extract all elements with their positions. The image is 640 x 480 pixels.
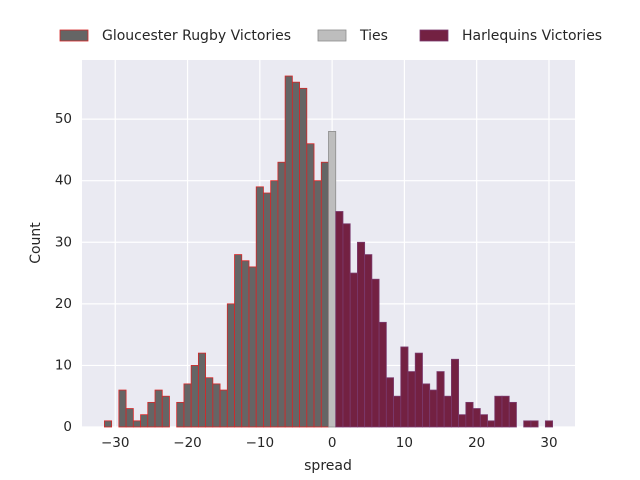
bar	[234, 254, 243, 428]
bar	[436, 371, 445, 428]
x-tick-label: −10	[246, 435, 275, 451]
bar	[422, 383, 431, 428]
bar	[494, 395, 503, 428]
bar	[544, 420, 553, 428]
bar	[378, 321, 387, 428]
bar	[104, 420, 113, 428]
bar	[429, 389, 438, 428]
legend-label: Gloucester Rugby Victories	[102, 28, 291, 44]
bar	[147, 401, 156, 428]
bar	[393, 395, 402, 428]
bar	[161, 395, 170, 428]
bar	[400, 346, 409, 428]
bar	[263, 192, 272, 428]
bar	[284, 75, 293, 428]
x-tick-label: −30	[101, 435, 130, 451]
y-tick-label: 10	[55, 357, 72, 373]
x-axis-label: spread	[304, 458, 352, 474]
legend-label: Harlequins Victories	[462, 28, 602, 44]
y-tick-label: 40	[55, 173, 72, 189]
legend-swatch	[419, 29, 449, 42]
bar	[132, 420, 141, 428]
bar	[328, 131, 337, 428]
bar	[371, 278, 380, 428]
bar	[335, 211, 344, 428]
bar	[270, 180, 279, 428]
bar	[154, 389, 163, 428]
bar	[140, 414, 149, 428]
bar	[320, 161, 329, 428]
x-tick-label: 20	[468, 435, 485, 451]
bar	[450, 358, 460, 428]
y-tick-label: 0	[63, 419, 72, 435]
bar	[299, 87, 308, 428]
bar	[472, 408, 481, 428]
bar	[306, 143, 315, 428]
bar	[479, 414, 488, 428]
bar	[212, 383, 221, 428]
bar	[248, 266, 257, 428]
bar	[255, 186, 264, 428]
bar	[530, 420, 539, 428]
legend-label: Ties	[359, 28, 388, 44]
bar	[190, 365, 199, 428]
bar	[205, 377, 214, 428]
bar	[125, 408, 134, 428]
legend-swatch	[59, 29, 89, 42]
bar	[465, 401, 474, 428]
bar	[407, 371, 416, 428]
bar	[443, 395, 452, 428]
bar	[183, 383, 192, 428]
bar	[458, 414, 467, 428]
bar	[501, 395, 510, 428]
bar	[364, 254, 373, 428]
bar	[414, 352, 423, 428]
bar	[241, 260, 250, 428]
bar	[291, 81, 300, 428]
bar	[508, 401, 517, 428]
bar	[118, 389, 127, 428]
bar	[357, 241, 366, 428]
bar	[487, 420, 496, 428]
bar	[197, 352, 207, 428]
legend-swatch	[317, 29, 347, 42]
bar	[385, 377, 394, 428]
x-tick-label: 0	[328, 435, 337, 451]
y-tick-label: 20	[55, 296, 72, 312]
x-tick-label: 30	[540, 435, 557, 451]
bar	[313, 180, 322, 428]
bar	[342, 223, 351, 428]
y-axis-label: Count	[28, 222, 44, 264]
y-tick-label: 30	[55, 234, 72, 250]
bar	[176, 401, 185, 428]
x-tick-label: −20	[173, 435, 202, 451]
x-tick-label: 10	[396, 435, 413, 451]
bar	[277, 161, 286, 428]
bar	[226, 303, 235, 428]
bar	[219, 389, 228, 428]
bar	[523, 420, 532, 428]
y-tick-label: 50	[55, 111, 72, 127]
bar	[349, 272, 358, 428]
